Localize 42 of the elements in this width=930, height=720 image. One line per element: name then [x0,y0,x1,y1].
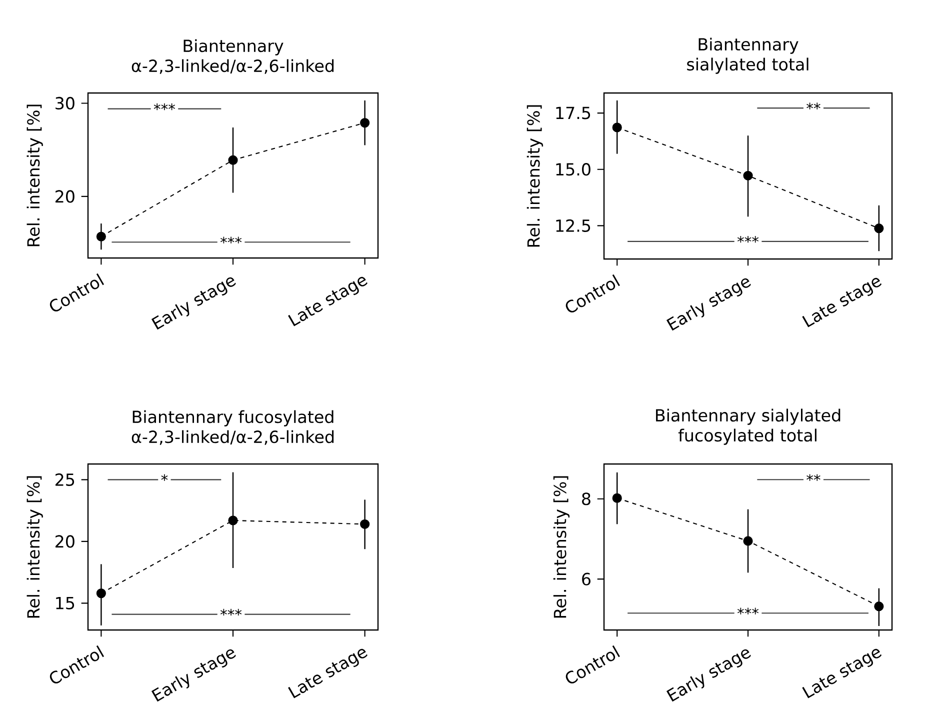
annotation: *** [154,103,176,110]
chart-subtitle: α-2,3-linked/α-2,6-linked [132,430,334,445]
chart-title: Biantennary [698,38,798,54]
point [874,602,884,612]
y-tick-label: 6 [582,572,590,586]
annotation: *** [737,608,759,614]
point [96,588,106,598]
point [360,118,370,128]
chart-title: Biantennary [184,39,284,56]
y-tick-label: 20 [56,190,74,203]
point [360,519,370,529]
point [228,516,238,526]
y-tick-label: 25 [56,473,74,486]
annotation: *** [737,236,759,243]
chart-subtitle: sialylated total [687,58,808,74]
point [743,536,753,546]
y-axis-title: Rel. intensity [%] [26,476,43,618]
annotation: *** [220,608,242,616]
point [228,155,238,165]
annotation: ** [806,102,820,110]
annotation: *** [220,236,242,244]
point [743,170,753,180]
y-tick-label: 8 [582,492,590,506]
y-tick-label: 17.5 [556,106,590,120]
point [612,493,622,503]
point [874,224,884,234]
annotation: ** [806,474,820,481]
chart-subtitle: α-2,3-linked/α-2,6-linked [132,59,334,74]
annotation: * [161,474,168,481]
y-tick-label: 15.0 [556,163,590,176]
y-axis-title: Rel. intensity [%] [553,476,570,618]
point [612,122,622,132]
y-tick-label: 30 [56,96,74,110]
chart-title: Biantennary sialylated [656,408,840,425]
point [96,232,106,242]
chart-title: Biantennary fucosylated [132,410,334,426]
y-tick-label: 12.5 [556,219,590,232]
chart-subtitle: fucosylated total [678,428,816,445]
y-tick-label: 15 [56,597,74,610]
y-axis-title: Rel. intensity [%] [26,104,43,246]
y-tick-label: 20 [56,535,74,548]
y-axis-title: Rel. intensity [%] [526,105,544,247]
